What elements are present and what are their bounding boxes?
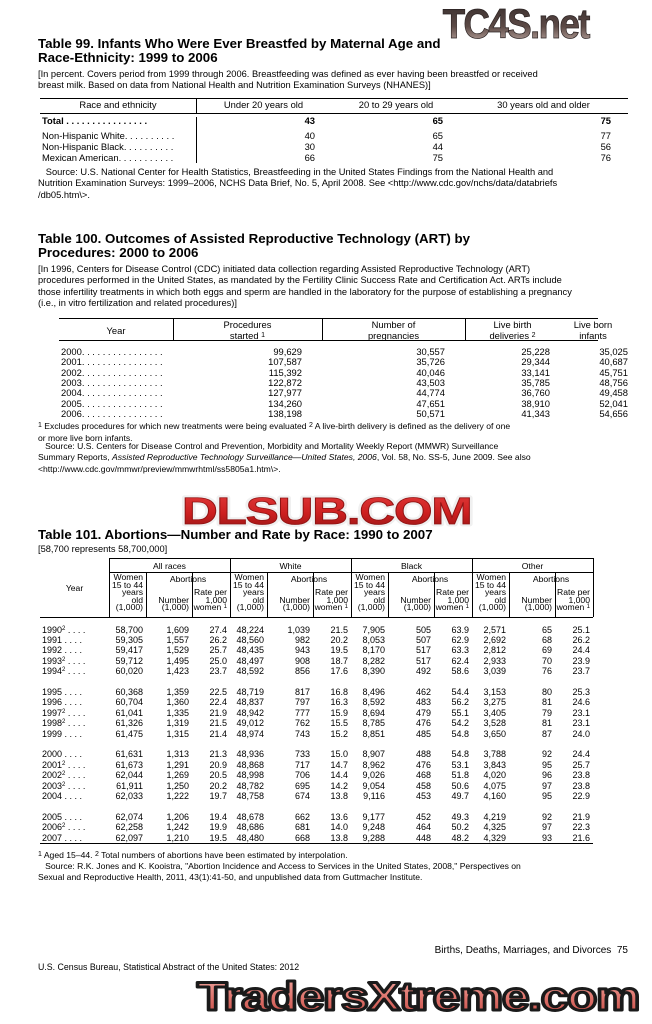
- svg-text:TC4S.net: TC4S.net: [443, 1, 591, 46]
- svg-text:TradersXtreme.com: TradersXtreme.com: [197, 974, 639, 1019]
- svg-text:DLSUB.COM: DLSUB.COM: [182, 491, 472, 533]
